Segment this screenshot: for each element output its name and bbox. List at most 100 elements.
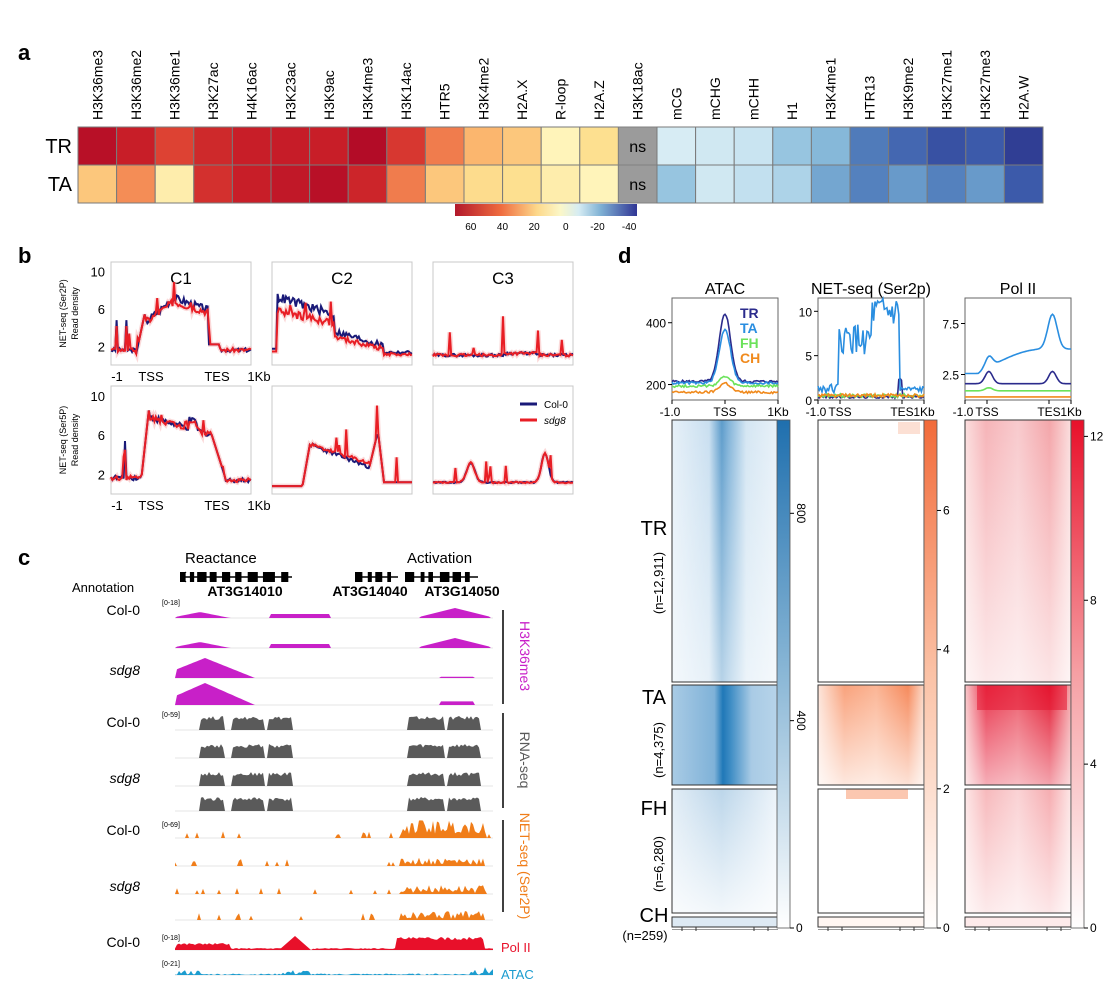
track-signal [175, 885, 493, 894]
genome-browser: Reactance Activation Annotation AT3G14010 AT… [72, 550, 534, 981]
column-label: H3K36me3 [89, 50, 105, 120]
heatmap-cell [463, 126, 504, 166]
heatmap-cell-ns [617, 126, 658, 166]
track-title: ATAC [705, 281, 745, 298]
colorbar-tick: 0 [943, 921, 950, 935]
heatmap-fade [818, 685, 924, 785]
heatmap-cell-ns [617, 164, 658, 204]
heatmap-cell [772, 164, 812, 204]
series-line-col0 [272, 293, 413, 355]
exon [405, 572, 415, 582]
cluster-title: C3 [492, 269, 514, 288]
exon [197, 572, 207, 582]
heatmap-cell [695, 126, 735, 166]
cluster-count: (n=12,911) [651, 552, 666, 614]
column-label: H3K27me1 [939, 50, 955, 120]
x-tick: TSS [138, 498, 164, 513]
heatmap-cell [695, 164, 735, 204]
heatmap-cell [926, 126, 967, 166]
heatmap-cell [154, 164, 195, 204]
track-signal [175, 911, 493, 920]
heatmap-block [965, 917, 1071, 927]
x-tick: 1Kb [247, 498, 270, 513]
colorbar-tick: 6 [943, 503, 950, 517]
profile-line [965, 370, 1071, 385]
y-tick: 2 [98, 467, 105, 482]
exon [464, 572, 470, 582]
column-label: H3K9me2 [900, 58, 916, 120]
column-label: H3K27ac [205, 62, 221, 120]
y-tick: 6 [98, 428, 105, 443]
annotation-label: Annotation [72, 580, 134, 595]
column-label: mCG [668, 87, 684, 120]
series-line-sdg8 [272, 405, 412, 488]
y-tick: 7.5 [942, 318, 959, 332]
x-tick: TES [1037, 405, 1060, 419]
y-tick: 6 [98, 302, 105, 317]
column-label: H3K23ac [282, 62, 298, 120]
heatmap-cell [810, 164, 851, 204]
series-line-sdg8 [432, 450, 574, 485]
heatmap-cell [193, 164, 233, 204]
heatmap-detail [898, 422, 920, 434]
track-signal [175, 744, 493, 758]
x-tick: -1.0 [953, 405, 974, 419]
y-axis-label: Read density [70, 413, 80, 466]
plot-frame [432, 385, 574, 495]
heatmap-cell [116, 126, 156, 166]
heatmap-block [818, 917, 924, 927]
column-label: H4K16ac [244, 62, 260, 120]
column-label: HTR13 [861, 75, 877, 120]
y-tick: 200 [646, 379, 666, 393]
track-scale: [0-69] [162, 822, 180, 829]
cluster-label: TA [642, 687, 667, 709]
heatmap-cell [193, 126, 233, 166]
track-signal [175, 638, 493, 648]
y-tick: 0 [805, 394, 812, 408]
column-label: H3K4me2 [475, 58, 491, 120]
profile-line [671, 313, 779, 384]
heatmap-cell [540, 126, 581, 166]
heatmap-cell [579, 126, 619, 166]
heatmap-axis [965, 929, 1071, 930]
heatmap-cell [810, 126, 851, 166]
colorbar-a-ticks: 60 40 20 0 -20 -40 [465, 222, 636, 233]
x-tick: -1.0 [806, 405, 827, 419]
x-tick: TSS [138, 369, 164, 384]
colorbar-tick: 2 [943, 782, 950, 796]
colorbar-tick: 40 [497, 222, 509, 233]
exon [452, 572, 462, 582]
sample-label: sdg8 [110, 878, 141, 894]
strand-arrow [180, 571, 187, 583]
x-tick: 1Kb [1060, 405, 1082, 419]
panel-label-d: d [618, 243, 631, 268]
colorbar-tick: 0 [1090, 921, 1097, 935]
heatmap-cell [231, 126, 272, 166]
column-label: H2A.X [514, 79, 530, 120]
exon [281, 572, 289, 582]
panel-label-c: c [18, 545, 30, 570]
column-label: R-loop [553, 79, 569, 120]
panel-label-a: a [18, 40, 31, 65]
profile-line [672, 375, 779, 389]
panel-label-b: b [18, 243, 31, 268]
series-ribbon [272, 405, 412, 489]
exon [247, 572, 258, 582]
track-name: RNA-seq [517, 732, 533, 789]
exon [180, 572, 186, 582]
heatmap-cell [772, 126, 812, 166]
legend-label: TR [740, 305, 759, 321]
track-title: Pol II [1000, 281, 1036, 298]
profile-line [965, 386, 1071, 392]
x-tick: TSS [975, 405, 998, 419]
track-signal [175, 683, 493, 705]
colorbar-tick: 0 [563, 222, 569, 233]
track-signal [175, 857, 493, 866]
legend-label: CH [740, 350, 760, 366]
heatmap-cell [231, 164, 272, 204]
colorbar-tick: 0 [796, 921, 803, 935]
row-label: TR [45, 136, 72, 158]
x-tick: 1Kb [913, 405, 935, 419]
x-tick: TES [204, 498, 230, 513]
